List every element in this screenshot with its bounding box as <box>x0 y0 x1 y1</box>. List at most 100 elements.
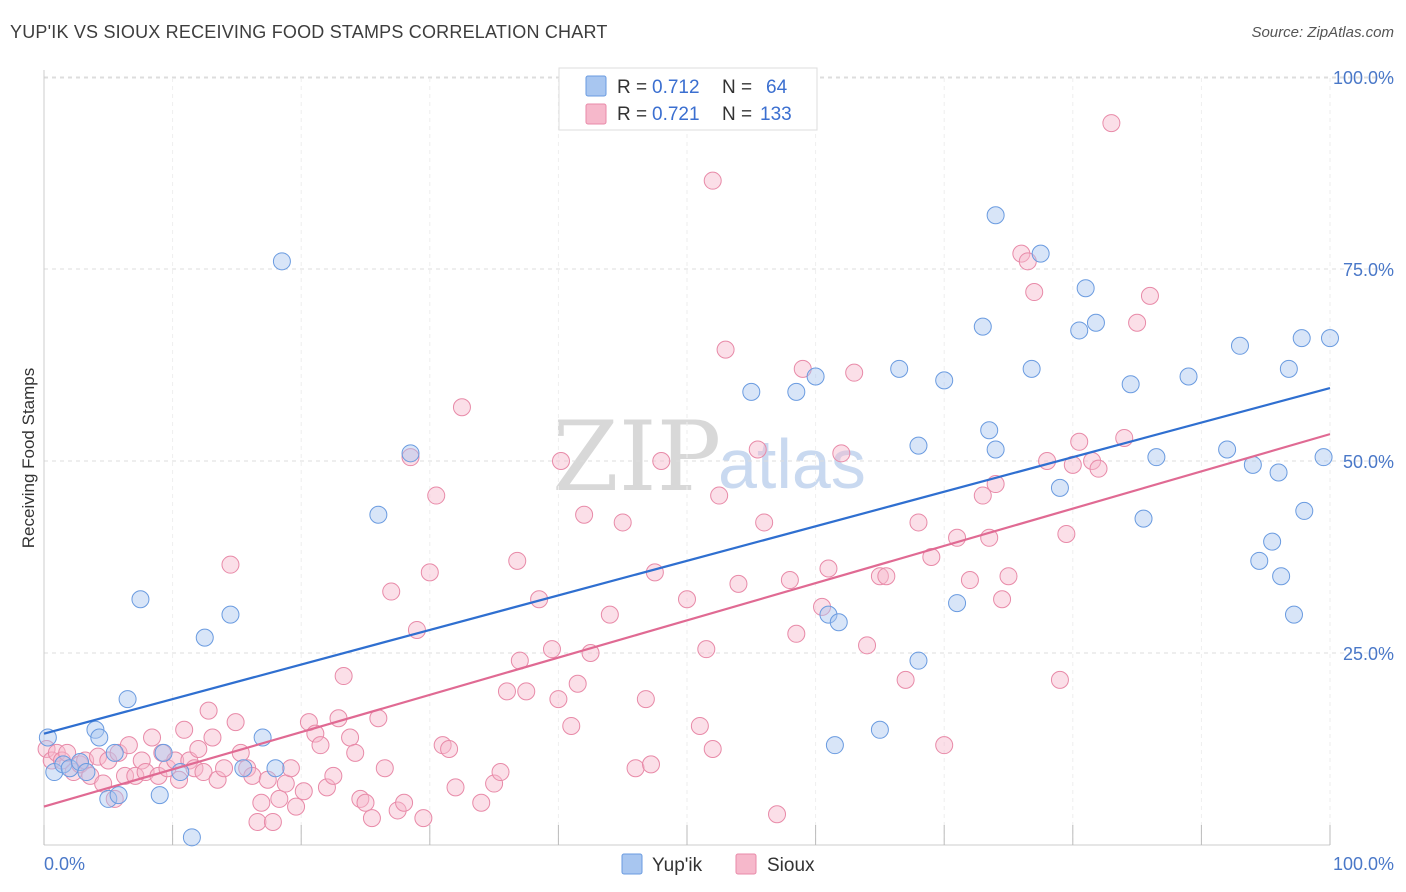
sioux-point <box>960 571 979 590</box>
sioux-point <box>600 605 619 624</box>
sioux-point <box>189 740 208 758</box>
yupik-point <box>131 590 150 609</box>
yupik-point <box>1292 329 1311 348</box>
sioux-point <box>1128 313 1147 332</box>
sioux-point <box>472 793 491 812</box>
legend-swatch-yupik <box>585 75 607 97</box>
yupik-point <box>272 252 291 271</box>
bottom-legend-sioux: Sioux <box>767 855 815 876</box>
sioux-point <box>909 513 928 532</box>
yupik-point <box>806 367 825 386</box>
yupik-point <box>118 690 137 709</box>
sioux-point <box>1102 114 1121 133</box>
sioux-point <box>276 774 295 793</box>
sioux-point <box>311 736 330 755</box>
sioux-point <box>870 567 889 586</box>
sioux-point <box>549 690 568 709</box>
sioux-point <box>356 793 375 812</box>
sioux-point <box>194 763 213 782</box>
sioux-point <box>877 567 896 586</box>
sioux-point <box>375 759 394 778</box>
sioux-point <box>508 551 527 570</box>
sioux-point <box>497 682 516 701</box>
sioux-point <box>832 444 851 463</box>
sioux-point <box>263 812 282 831</box>
yupik-point <box>109 786 128 805</box>
legend-sioux-r-value: 0.721 <box>652 104 700 125</box>
yupik-point <box>105 743 124 762</box>
sioux-point <box>813 597 832 616</box>
x-tick-label-min: 0.0% <box>44 854 85 874</box>
yupik-point <box>1269 463 1288 482</box>
yupik-point <box>1250 551 1269 570</box>
yupik-point <box>1218 440 1237 459</box>
yupik-point <box>986 440 1005 459</box>
yupik-point <box>77 763 96 782</box>
sioux-point <box>199 701 218 720</box>
sioux-point <box>226 713 245 732</box>
bottom-legend: Yup'ik Sioux <box>621 853 815 876</box>
sioux-point <box>215 759 234 778</box>
sioux-point <box>281 759 300 778</box>
yupik-point <box>1272 567 1291 586</box>
sioux-point <box>697 640 716 659</box>
sioux-point <box>243 766 262 785</box>
sioux-point <box>1089 459 1108 478</box>
sioux-point <box>1038 452 1057 470</box>
yupik-point <box>38 728 57 747</box>
yupik-point <box>890 359 909 378</box>
sioux-point <box>452 398 471 417</box>
grid-lines <box>44 76 1394 845</box>
yupik-point <box>221 605 240 624</box>
sioux-point <box>175 720 194 739</box>
sioux-point <box>845 363 864 382</box>
y-tick-label: 25.0% <box>1343 644 1394 664</box>
yupik-point <box>195 628 214 647</box>
sioux-points <box>37 114 1159 831</box>
sioux-point <box>690 716 709 735</box>
sioux-point <box>324 766 343 785</box>
y-tick-label: 100.0% <box>1333 68 1394 88</box>
legend-swatch-sioux <box>585 103 607 125</box>
yupik-point <box>986 206 1005 225</box>
yupik-point <box>1086 313 1105 332</box>
yupik-point <box>909 436 928 455</box>
yupik-point <box>973 317 992 336</box>
sioux-point <box>1140 286 1159 305</box>
sioux-point <box>116 766 135 785</box>
yupik-point <box>829 613 848 632</box>
sioux-point <box>1025 283 1044 302</box>
yupik-point <box>870 720 889 739</box>
sioux-point <box>388 801 407 820</box>
sioux-point <box>329 709 348 728</box>
yupik-point <box>1279 359 1298 378</box>
sioux-point <box>652 452 671 470</box>
legend-sioux-n-value: 133 <box>760 104 792 125</box>
sioux-point <box>710 486 729 505</box>
sioux-point <box>1070 432 1089 451</box>
yupik-point <box>935 371 954 390</box>
sioux-point <box>446 778 465 797</box>
y-tick-label: 75.0% <box>1343 260 1394 280</box>
sioux-point <box>119 736 138 755</box>
sioux-point <box>109 743 128 762</box>
yupik-point <box>742 382 761 401</box>
sioux-point <box>645 563 664 582</box>
yupik-point <box>1070 321 1089 340</box>
yupik-point <box>150 786 169 805</box>
sioux-point <box>287 797 306 816</box>
yupik-point <box>1031 244 1050 263</box>
yupik-point <box>1050 478 1069 497</box>
sioux-point <box>58 743 77 762</box>
sioux-point <box>1050 670 1069 689</box>
sioux-point <box>208 770 227 789</box>
sioux-point <box>729 574 748 593</box>
yupik-point <box>154 743 173 762</box>
sioux-point <box>491 763 510 782</box>
yupik-points <box>38 206 1339 847</box>
yupik-point <box>90 728 109 747</box>
sioux-point <box>626 759 645 778</box>
legend-yupik-r-value: 0.712 <box>652 77 700 98</box>
sioux-point <box>170 770 189 789</box>
